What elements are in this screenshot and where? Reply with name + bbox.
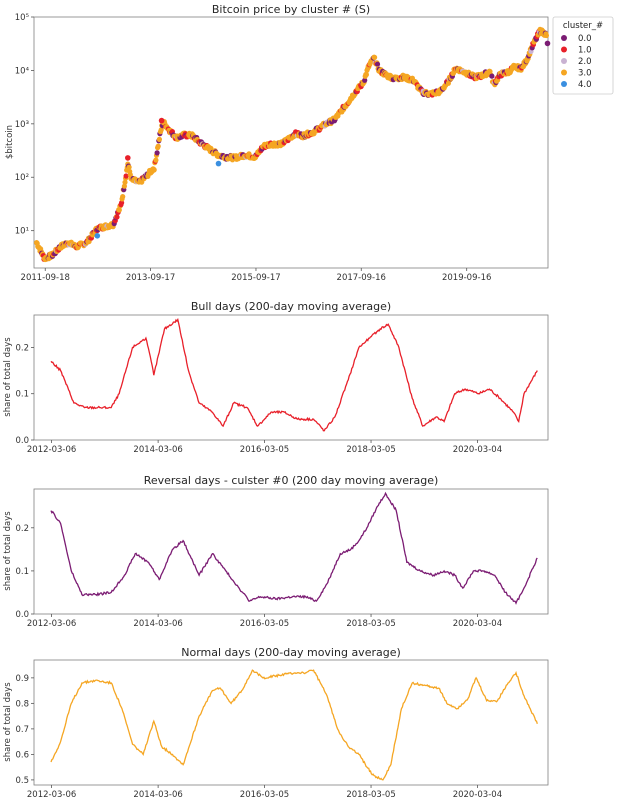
highlighted-point [544,40,551,47]
normal-y-tick-label: 0.9 [15,674,29,684]
bull-y-tick-label: 0.1 [15,390,29,400]
normal-y-tick-label: 0.5 [15,776,29,786]
price-x-tick-label: 2019-09-16 [442,273,491,283]
bull-plot-frame [33,314,549,441]
legend-marker [561,35,567,41]
price-x-tick-label: 2013-09-17 [126,273,175,283]
legend-marker [561,81,567,87]
normal-y-tick-label: 0.6 [15,750,29,760]
legend-marker [561,69,567,76]
price-point [126,164,132,170]
reversal-x-tick-label: 2016-03-05 [240,619,289,629]
normal-share-line [50,669,538,781]
price-point [372,54,378,61]
price-point [151,167,157,173]
reversal-x-tick-label: 2014-03-06 [133,619,182,629]
price-point [116,207,122,213]
reversal-y-tick-label: 0.2 [15,524,29,534]
legend-label: 4.0 [578,80,592,90]
legend-label: 1.0 [578,46,592,56]
legend-marker [561,58,567,64]
legend-title: cluster_# [563,21,603,31]
legend-label: 0.0 [578,34,592,44]
normal-y-tick-label: 0.7 [15,725,29,735]
price-chart-title: Bitcoin price by cluster # (S) [212,3,370,16]
price-point [154,150,160,156]
normal-x-tick-label: 2018-03-05 [346,790,395,800]
cluster-legend: cluster_# 0.0 1.02.0 3.04.0 [552,16,614,95]
reversal-x-tick-label: 2012-03-06 [27,619,76,629]
legend-box [552,16,614,95]
price-point [374,61,381,67]
reversal-x-tick-label: 2018-03-05 [346,619,395,629]
price-y-tick-label: 10⁴ [15,66,30,76]
reversal-y-tick-label: 0.0 [15,610,29,620]
price-point [155,143,161,149]
normal-plot-frame [33,659,549,786]
price-point [489,73,495,79]
reversal-y-axis-label: share of total days [3,511,13,591]
reversal-chart: Reversal days - culster #0 (200 day movi… [3,474,549,629]
reversal-plot-frame [33,488,549,615]
price-point [362,77,368,83]
price-point [122,179,128,185]
price-point [120,194,126,200]
highlighted-point [125,155,131,161]
normal-chart-title: Normal days (200-day moving average) [181,646,401,659]
bull-x-tick-label: 2020-03-04 [453,445,502,455]
price-y-tick-label: 10⁵ [15,13,29,23]
bull-share-line [50,317,538,432]
bull-y-axis-label: share of total days [3,337,13,417]
price-y-axis-label: $bitcoin [5,125,15,159]
bull-y-tick-label: 0.0 [15,436,29,446]
normal-x-tick-label: 2020-03-04 [453,790,502,800]
price-point [121,183,127,189]
price-point [114,214,120,220]
price-x-tick-label: 2011-09-18 [21,273,70,283]
reversal-share-line [50,491,538,605]
legend-label: 2.0 [578,57,592,67]
normal-x-tick-label: 2014-03-06 [133,790,182,800]
bull-chart-title: Bull days (200-day moving average) [191,300,391,313]
price-point [158,127,164,133]
price-y-tick-label: 10¹ [15,227,29,237]
bull-x-tick-label: 2014-03-06 [133,445,182,455]
price-chart: Bitcoin price by cluster # (S) $bitcoin … [5,3,614,283]
price-x-tick-label: 2017-09-16 [337,273,386,283]
price-y-tick-label: 10² [15,173,29,183]
highlighted-point [158,117,165,124]
normal-chart: Normal days (200-day moving average) sha… [3,646,549,800]
price-point [153,157,159,163]
price-y-tick-label: 10³ [15,120,29,130]
price-point [543,32,550,39]
price-plot-frame [33,16,549,269]
bull-x-tick-label: 2018-03-05 [346,445,395,455]
normal-x-tick-label: 2012-03-06 [27,790,76,800]
price-point [123,173,129,179]
reversal-y-tick-label: 0.1 [15,567,29,577]
normal-y-axis-label: share of total days [3,682,13,762]
reversal-x-tick-label: 2020-03-04 [453,619,502,629]
price-point [363,72,369,78]
bull-x-tick-label: 2012-03-06 [27,445,76,455]
highlighted-point [94,233,101,239]
price-x-tick-label: 2015-09-17 [231,273,280,283]
price-point [156,136,162,142]
legend-label: 3.0 [578,69,592,79]
bull-y-tick-label: 0.2 [15,343,29,353]
bull-chart: Bull days (200-day moving average) share… [3,300,549,455]
price-point [119,200,125,206]
bull-x-tick-label: 2016-03-05 [240,445,289,455]
reversal-chart-title: Reversal days - culster #0 (200 day movi… [144,474,439,487]
legend-marker [561,46,567,53]
normal-y-tick-label: 0.8 [15,699,29,709]
normal-x-tick-label: 2016-03-05 [240,790,289,800]
highlighted-point [215,160,222,167]
